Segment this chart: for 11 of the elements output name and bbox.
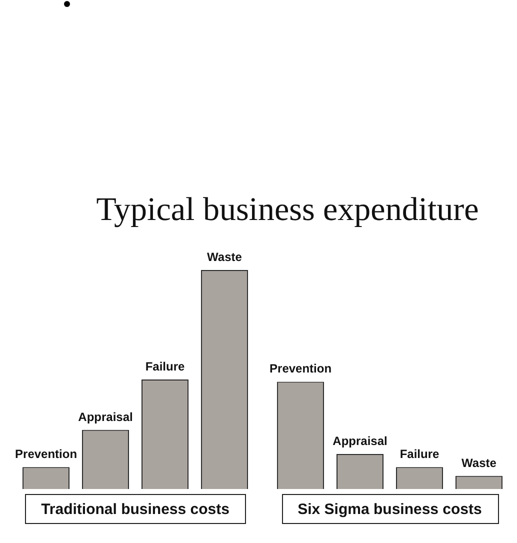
text: Failure xyxy=(400,447,440,462)
chart-title: Typical business expenditure xyxy=(95,191,480,230)
text: Appraisal xyxy=(78,410,133,424)
series-label: Waste xyxy=(207,250,242,264)
x-tick-label: Six Sigma business costs xyxy=(298,501,482,518)
text: Prevention xyxy=(15,447,78,462)
series-label: Appraisal xyxy=(332,434,388,448)
x-tick-label: Traditional business costs xyxy=(41,501,230,518)
series-label: Prevention xyxy=(270,362,332,376)
series-label: Failure xyxy=(145,360,185,374)
text: Waste xyxy=(462,456,496,470)
